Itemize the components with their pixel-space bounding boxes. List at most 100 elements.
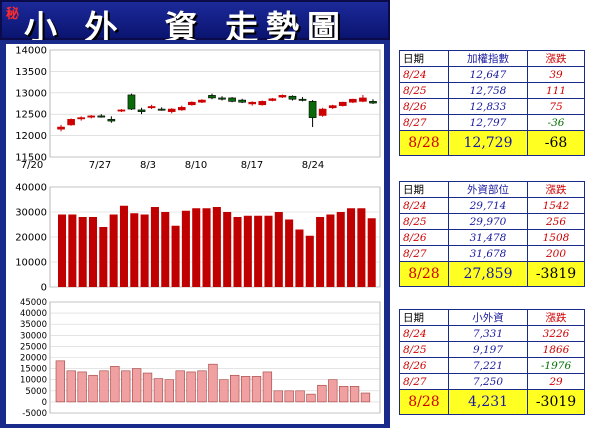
table-cell: 29,714: [448, 197, 528, 214]
footer-cell: 27,859: [448, 261, 528, 287]
small-foreign-bar: [284, 390, 294, 403]
candle-body: [369, 101, 377, 104]
position-bar: [181, 210, 190, 287]
small-foreign-bar: [273, 390, 283, 403]
small-foreign-y-tick-label: 30000: [20, 331, 47, 341]
table-cell: 8/24: [399, 66, 449, 83]
table-cell: 8/26: [399, 229, 449, 246]
candle-body: [248, 101, 257, 105]
footer-cell: 8/28: [399, 389, 449, 415]
candle-body: [208, 95, 216, 99]
candle-body: [288, 95, 297, 100]
small-foreign-bar: [55, 360, 66, 403]
small-foreign-bar: [164, 379, 174, 403]
position-bar: [285, 219, 294, 287]
header-cell: 加權指數: [448, 50, 528, 67]
small-foreign-y-tick-label: 15000: [20, 365, 47, 375]
small-foreign-table: 日期 小外資 漲跌 8/24 7,331 3226 8/25 9,197 1866 8/26 7,2…: [399, 309, 585, 415]
table-cell: 1866: [527, 341, 585, 358]
position-bar: [233, 217, 242, 287]
table-cell: 8/25: [399, 213, 449, 230]
table-cell: 9,197: [448, 341, 528, 358]
table-row: 8/25 12,758 111: [399, 82, 585, 99]
position-bar: [202, 208, 211, 287]
table-header-row: 日期 加權指數 漲跌: [399, 50, 585, 67]
position-bar: [58, 214, 67, 287]
table-cell: -1976: [527, 357, 585, 374]
candle-x-tick-label: 8/10: [185, 160, 207, 171]
position-bar: [68, 214, 77, 287]
table-cell: 7,331: [448, 325, 528, 342]
small-foreign-y-tick-label: -5000: [22, 409, 47, 419]
candle-x-tick-label: 8/3: [140, 160, 156, 171]
table-cell: 29: [527, 373, 585, 390]
header-cell: 漲跌: [527, 181, 585, 198]
candle-body: [157, 108, 166, 111]
position-bar: [326, 214, 335, 287]
footer-cell: -3819: [527, 261, 585, 287]
position-bar: [264, 215, 273, 287]
header-cell: 外資部位: [448, 181, 528, 198]
position-bar: [357, 208, 366, 287]
table-row: 8/27 31,678 200: [399, 245, 585, 262]
candle-body: [67, 119, 75, 126]
small-foreign-bar: [306, 393, 316, 403]
title-banner: 秘 小 外 資 走勢圖: [0, 0, 390, 47]
candle-body: [258, 101, 267, 106]
footer-cell: 12,729: [448, 130, 528, 156]
table-row: 8/24 29,714 1542: [399, 197, 585, 214]
small-foreign-y-tick-label: 40000: [20, 309, 47, 319]
position-bar: [78, 217, 87, 287]
position-bar: [161, 212, 170, 287]
candle-body: [228, 97, 236, 102]
small-foreign-bar: [77, 371, 87, 403]
candle-body: [308, 101, 317, 118]
table-cell: 39: [527, 66, 585, 83]
table-footer-row: 8/28 27,859 -3819: [399, 261, 585, 287]
header-cell: 日期: [399, 181, 449, 198]
small-foreign-y-tick-label: 25000: [20, 342, 47, 352]
candle-body: [77, 117, 85, 120]
header-cell: 小外資: [448, 309, 528, 326]
small-foreign-bar: [328, 379, 338, 403]
table-cell: 1508: [527, 229, 585, 246]
position-y-tick-label: 0: [41, 283, 47, 294]
header-cell: 漲跌: [527, 309, 585, 326]
table-cell: 8/24: [399, 325, 449, 342]
table-cell: 8/25: [399, 341, 449, 358]
table-cell: 12,647: [448, 66, 528, 83]
small-foreign-bar: [121, 370, 131, 403]
small-foreign-bar: [175, 370, 185, 403]
table-cell: 7,221: [448, 357, 528, 374]
small-foreign-y-tick-label: 45000: [20, 298, 47, 308]
candle-body: [238, 99, 246, 103]
position-bar: [212, 207, 221, 287]
table-header-row: 日期 外資部位 漲跌: [399, 181, 585, 198]
table-footer-row: 8/28 12,729 -68: [399, 130, 585, 156]
small-foreign-bar: [230, 374, 240, 403]
position-bar: [99, 227, 108, 287]
position-bar: [367, 218, 376, 287]
table-cell: 1542: [527, 197, 585, 214]
candle-x-tick-label: 8/17: [241, 160, 263, 171]
table-cell: 12,833: [448, 98, 528, 115]
small-foreign-bar: [131, 368, 142, 403]
small-foreign-bar: [262, 371, 273, 403]
position-bar: [316, 217, 325, 287]
position-bar: [295, 229, 304, 287]
table-footer-row: 8/28 4,231 -3019: [399, 389, 585, 415]
small-foreign-y-tick-label: 0: [42, 398, 47, 408]
table-cell: 7,250: [448, 373, 528, 390]
candle-body: [328, 105, 337, 109]
small-foreign-bar: [197, 370, 207, 403]
candle-body: [177, 107, 186, 111]
header-cell: 日期: [399, 309, 449, 326]
candle-body: [278, 95, 287, 98]
small-foreign-bar: [153, 378, 164, 403]
table-row: 8/24 7,331 3226: [399, 325, 585, 342]
candle-x-tick-label: 7/20: [21, 160, 43, 171]
table-row: 8/27 12,797 -36: [399, 114, 585, 131]
candle-body: [268, 98, 277, 101]
candle-body: [318, 108, 327, 116]
